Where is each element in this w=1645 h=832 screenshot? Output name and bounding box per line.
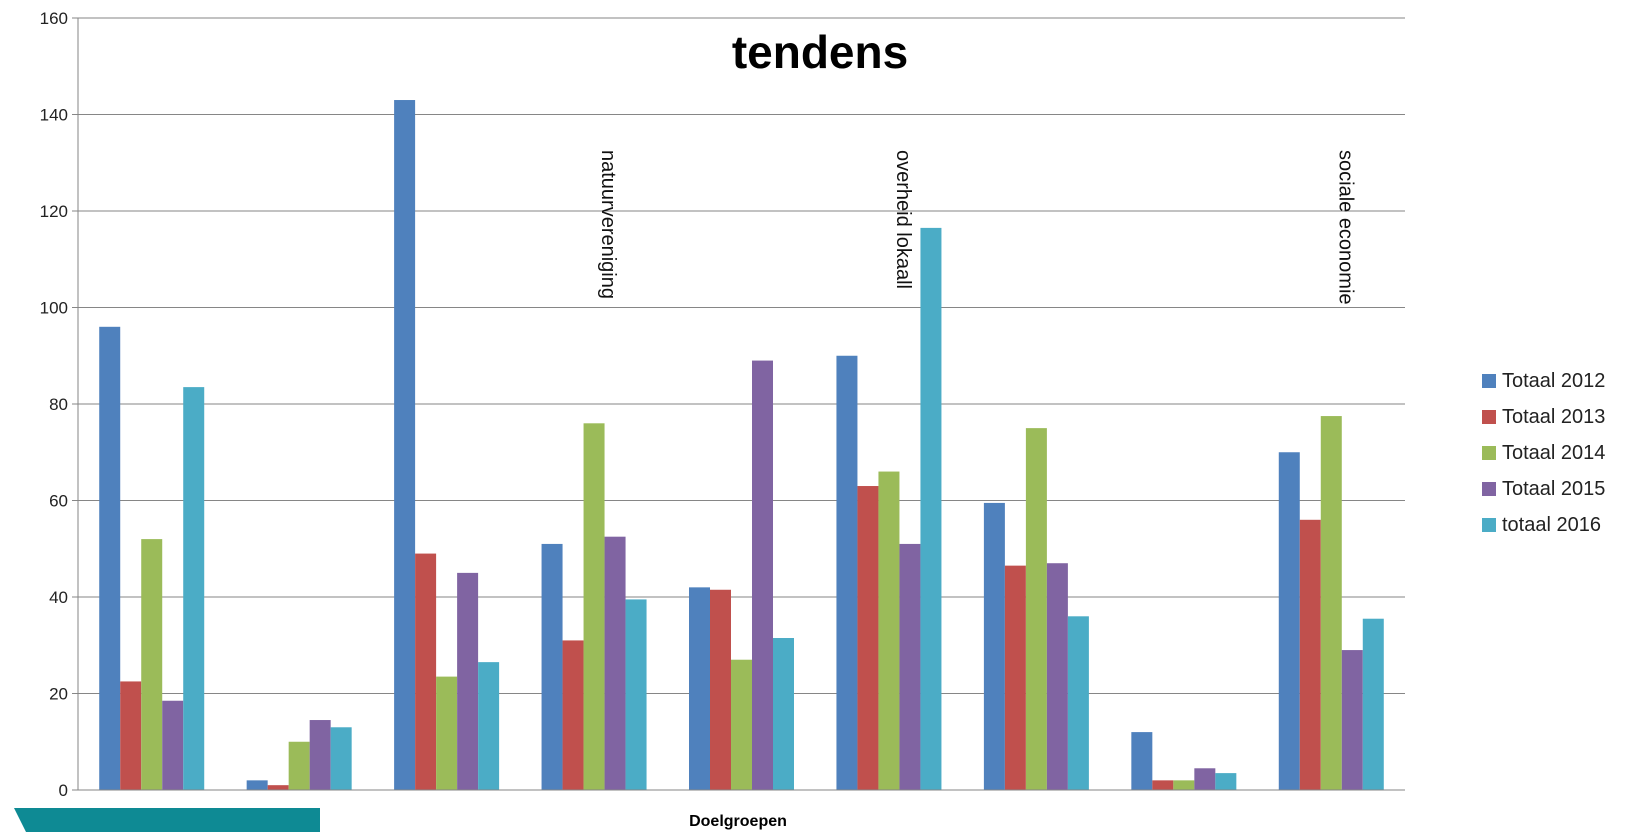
bar	[1046, 563, 1068, 790]
legend-item: Totaal 2013	[1482, 399, 1642, 435]
bar	[162, 700, 184, 790]
legend-label: Totaal 2014	[1502, 441, 1606, 464]
bar	[899, 543, 921, 790]
bar	[1025, 428, 1047, 790]
y-tick-label: 160	[40, 9, 68, 28]
bar	[1215, 773, 1237, 790]
decorative-banner-shape	[14, 808, 320, 832]
legend-item: Totaal 2012	[1482, 363, 1642, 399]
x-axis-label: Doelgroepen	[689, 813, 787, 830]
bar	[604, 536, 626, 790]
legend-item: totaal 2016	[1482, 507, 1642, 543]
decorative-banner	[14, 808, 320, 832]
bars	[99, 100, 1384, 790]
legend-item: Totaal 2015	[1482, 471, 1642, 507]
legend-swatch	[1482, 446, 1496, 460]
bar	[1173, 780, 1195, 790]
legend-label: totaal 2016	[1502, 513, 1601, 536]
bar	[436, 676, 458, 790]
legend-swatch	[1482, 410, 1496, 424]
bar	[878, 471, 900, 790]
bar	[1131, 732, 1153, 790]
y-tick-label: 120	[40, 202, 68, 221]
bar	[1320, 416, 1342, 790]
y-tick-label: 20	[49, 685, 68, 704]
category-label: overheid lokaall	[892, 150, 914, 289]
y-tick-label: 0	[59, 781, 68, 800]
bar	[120, 681, 142, 790]
bar	[752, 360, 773, 790]
legend-label: Totaal 2015	[1502, 477, 1606, 500]
bar	[478, 662, 500, 790]
bar	[1362, 618, 1384, 790]
bar	[1194, 768, 1216, 790]
bar	[1278, 452, 1300, 790]
legend-swatch	[1482, 518, 1496, 532]
y-tick-label: 140	[40, 106, 68, 125]
bar	[562, 640, 584, 790]
bar	[625, 599, 647, 790]
category-label: natuurvereniging	[597, 150, 619, 299]
legend-swatch	[1482, 482, 1496, 496]
bar	[267, 785, 289, 790]
bar	[1341, 650, 1363, 790]
bar	[1067, 616, 1089, 790]
y-tick-label: 60	[49, 492, 68, 511]
bar	[309, 720, 331, 790]
category-labels: natuurvereniging overheid lokaall sociale …	[597, 150, 1356, 305]
bar	[415, 553, 437, 790]
legend-label: Totaal 2013	[1502, 405, 1606, 428]
bar	[583, 423, 605, 790]
bar	[773, 638, 794, 790]
bar	[246, 780, 268, 790]
y-axis-ticks: 0 20 40 60 80 100 120 140 160	[40, 9, 78, 800]
bar	[288, 741, 310, 790]
bar	[1152, 780, 1174, 790]
bar	[689, 587, 710, 790]
bar	[983, 502, 1005, 790]
y-tick-label: 40	[49, 588, 68, 607]
category-label: sociale economie	[1334, 150, 1356, 305]
gridlines	[78, 17, 1405, 694]
bar	[457, 572, 479, 790]
legend-label: Totaal 2012	[1502, 369, 1606, 392]
bar	[857, 486, 879, 790]
chart-title: tendens	[732, 26, 908, 78]
bar	[1004, 565, 1026, 790]
bar	[710, 589, 731, 790]
legend-swatch	[1482, 374, 1496, 388]
bar	[183, 387, 205, 790]
bar	[541, 543, 563, 790]
y-tick-label: 80	[49, 395, 68, 414]
bar	[141, 539, 163, 790]
bar	[394, 100, 416, 790]
bar	[330, 727, 352, 790]
legend: Totaal 2012 Totaal 2013 Totaal 2014 Totaal …	[1482, 363, 1642, 543]
bar	[99, 326, 121, 790]
bar	[731, 659, 752, 790]
bar	[1299, 519, 1321, 790]
y-tick-label: 100	[40, 299, 68, 318]
bar	[920, 227, 942, 790]
legend-item: Totaal 2014	[1482, 435, 1642, 471]
bar	[836, 355, 858, 790]
